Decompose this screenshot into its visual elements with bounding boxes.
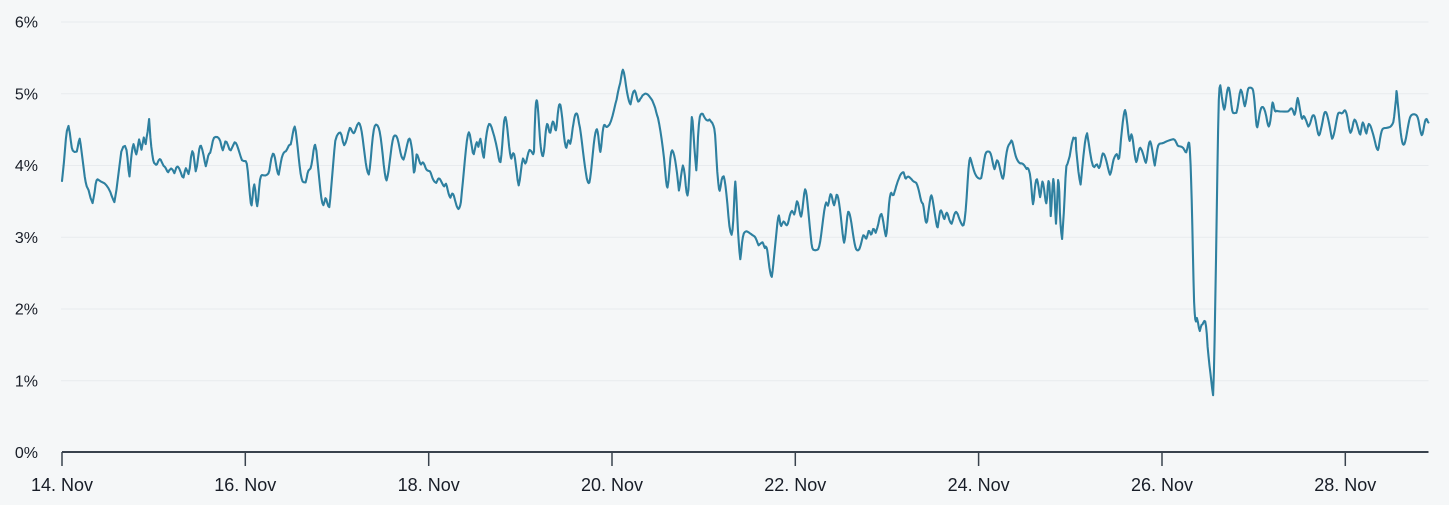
svg-text:16. Nov: 16. Nov bbox=[214, 475, 276, 495]
svg-text:0%: 0% bbox=[15, 445, 38, 462]
svg-text:14. Nov: 14. Nov bbox=[31, 475, 93, 495]
svg-text:26. Nov: 26. Nov bbox=[1131, 475, 1193, 495]
svg-text:24. Nov: 24. Nov bbox=[948, 475, 1010, 495]
svg-text:6%: 6% bbox=[15, 15, 38, 32]
svg-text:5%: 5% bbox=[15, 87, 38, 104]
svg-text:20. Nov: 20. Nov bbox=[581, 475, 643, 495]
svg-text:3%: 3% bbox=[15, 230, 38, 247]
svg-text:18. Nov: 18. Nov bbox=[398, 475, 460, 495]
svg-text:2%: 2% bbox=[15, 302, 38, 319]
svg-text:22. Nov: 22. Nov bbox=[764, 475, 826, 495]
svg-text:28. Nov: 28. Nov bbox=[1314, 475, 1376, 495]
svg-text:4%: 4% bbox=[15, 158, 38, 175]
svg-text:1%: 1% bbox=[15, 373, 38, 390]
